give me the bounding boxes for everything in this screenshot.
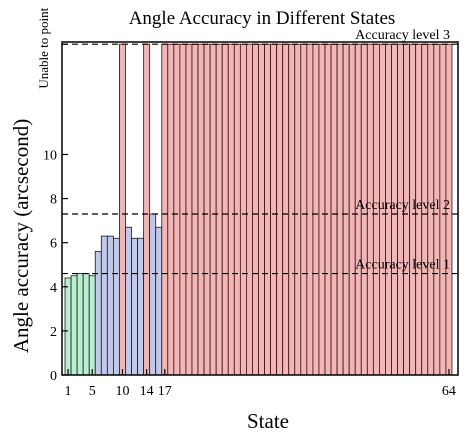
y-tick-label-2: 2: [50, 325, 57, 340]
bar-state-17: [161, 43, 169, 376]
bar-state-44: [324, 43, 332, 376]
bar-state-10: [119, 43, 126, 376]
reference-label-2: Accuracy level 2: [355, 198, 450, 213]
bar-state-29: [233, 43, 241, 376]
x-tick-label-1: 1: [65, 384, 72, 399]
x-tick-label-10: 10: [115, 384, 129, 399]
bar-state-2: [70, 275, 78, 376]
bar-state-7: [100, 235, 108, 376]
bar-state-3: [76, 273, 84, 376]
bar-state-43: [318, 43, 326, 376]
y-axis-label: Angle accuracy (arcsecond): [9, 119, 33, 353]
bar-state-19: [173, 43, 181, 376]
plot-frame: [61, 41, 459, 376]
bar-state-6: [94, 251, 102, 376]
bar-state-41: [306, 43, 314, 376]
x-tick-label-64: 64: [442, 384, 456, 399]
x-tick-label-5: 5: [89, 384, 96, 399]
bar-state-40: [300, 43, 308, 376]
y-tick-label-4: 4: [50, 281, 57, 296]
y-tick-label-0: 0: [50, 369, 57, 384]
bar-state-47: [342, 43, 350, 376]
chart-title: Angle Accuracy in Different States: [129, 8, 396, 29]
x-tick-label-17: 17: [158, 384, 172, 399]
bar-state-37: [282, 43, 290, 376]
bar-state-18: [167, 43, 175, 376]
bar-state-28: [227, 43, 235, 376]
bar-state-27: [221, 43, 229, 376]
bar-state-12: [131, 237, 138, 376]
bar-state-4: [82, 273, 90, 376]
bar-state-32: [252, 43, 259, 376]
bar-state-25: [209, 43, 217, 376]
bar-state-9: [112, 237, 120, 376]
bar-state-26: [215, 43, 223, 376]
bar-state-30: [239, 43, 247, 376]
bar-state-45: [330, 43, 338, 376]
y-tick-label-8: 8: [50, 193, 57, 208]
bar-state-8: [106, 235, 114, 376]
y-tick-label-10: 10: [43, 148, 57, 163]
bar-state-34: [264, 43, 271, 376]
x-tick-label-14: 14: [140, 384, 154, 399]
bar-state-24: [203, 43, 211, 376]
bar-state-16: [155, 226, 163, 376]
y-tick-label-unable: Unable to point: [36, 7, 51, 88]
bar-state-46: [336, 43, 344, 376]
reference-label-3: Accuracy level 3: [355, 28, 450, 43]
bar-state-15: [149, 213, 157, 376]
bar-state-31: [245, 43, 253, 376]
y-tick-label-6: 6: [50, 237, 57, 252]
x-axis-label: State: [247, 409, 289, 433]
axes: 0 2 4 6 8 10 Unable to point 1 5 10 14 17 64: [36, 7, 459, 399]
bar-state-14: [143, 43, 151, 376]
reference-label-1: Accuracy level 1: [355, 258, 450, 273]
bar-state-38: [288, 43, 296, 376]
bar-state-22: [191, 43, 199, 376]
bar-state-39: [294, 43, 302, 376]
bar-state-23: [197, 43, 205, 376]
reference-lines: Accuracy level 1 Accuracy level 2 Accuracy…: [62, 28, 458, 275]
bar-state-5: [88, 275, 96, 376]
bar-state-11: [125, 226, 132, 376]
bar-state-42: [312, 43, 320, 376]
bar-state-13: [137, 237, 145, 376]
bar-state-33: [258, 43, 265, 376]
bar-state-21: [185, 43, 193, 376]
bar-state-35: [270, 43, 278, 376]
bar-state-20: [179, 43, 187, 376]
bar-state-36: [276, 43, 284, 376]
bar-state-1: [64, 277, 72, 376]
